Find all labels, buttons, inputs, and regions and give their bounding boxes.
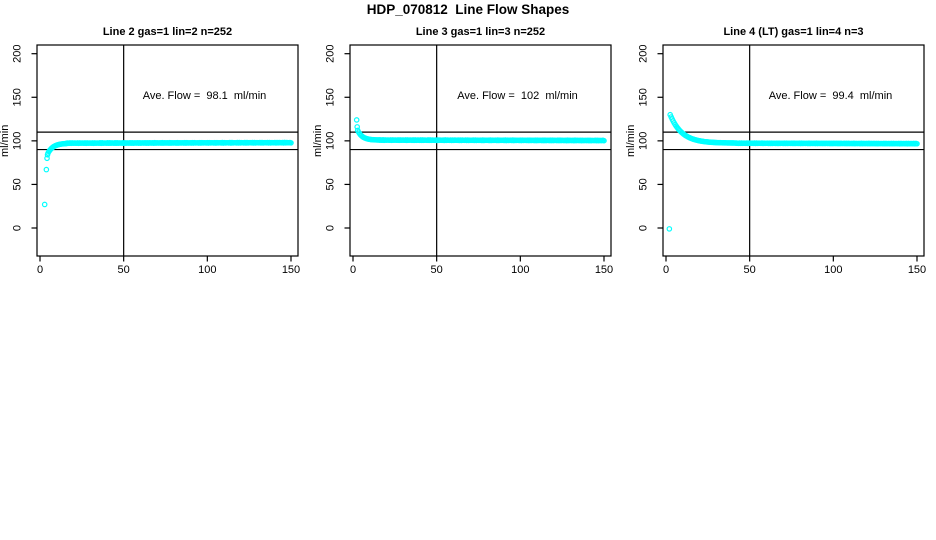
- y-tick-label: 200: [325, 45, 337, 63]
- y-tick-label: 200: [638, 45, 650, 63]
- y-tick-label: 150: [638, 88, 650, 106]
- x-tick-label: 50: [118, 264, 130, 276]
- x-tick-label: 100: [511, 264, 529, 276]
- y-tick-label: 150: [12, 88, 24, 106]
- x-tick-label: 0: [350, 264, 356, 276]
- y-tick-label: 50: [325, 178, 337, 190]
- plot-box: [662, 44, 925, 257]
- figure-title: HDP_070812 Line Flow Shapes: [366, 2, 570, 17]
- data-point: [914, 140, 920, 147]
- data-point: [288, 140, 294, 146]
- panel-line-2: Line 2 gas=1 lin=2 n=252 Ave. Flow = 98.…: [0, 0, 310, 300]
- ave-flow-annotation: Ave. Flow = 99.4 ml/min: [768, 90, 893, 102]
- y-axis-label: ml/min: [626, 125, 637, 157]
- data-point: [43, 166, 50, 173]
- panel-line-3: Line 3 gas=1 lin=3 n=252 Ave. Flow = 102…: [313, 0, 623, 300]
- data-point: [353, 117, 360, 123]
- panel-title: Line 4 (LT) gas=1 lin=4 n=3: [723, 26, 864, 38]
- x-tick-label: 150: [908, 264, 926, 276]
- y-tick-label: 0: [12, 225, 24, 231]
- x-tick-label: 100: [824, 264, 842, 276]
- x-tick-label: 0: [663, 264, 669, 276]
- x-tick-label: 150: [595, 264, 613, 276]
- y-tick-label: 200: [12, 45, 24, 63]
- y-tick-label: 50: [12, 178, 24, 190]
- x-tick-label: 0: [37, 264, 43, 276]
- x-tick-label: 50: [431, 264, 443, 276]
- data-point: [601, 137, 607, 144]
- y-axis-label: ml/min: [313, 125, 324, 157]
- x-tick-label: 150: [282, 264, 300, 276]
- x-tick-label: 50: [744, 264, 756, 276]
- y-axis-label: ml/min: [0, 125, 11, 157]
- data-point: [354, 124, 360, 130]
- plot-box: [36, 44, 299, 257]
- y-tick-label: 100: [325, 132, 337, 150]
- data-point: [666, 226, 673, 232]
- ave-flow-annotation: Ave. Flow = 102 ml/min: [457, 90, 578, 102]
- y-tick-label: 50: [638, 178, 650, 190]
- plot-area: 0 50 100 150 0 50 100 150 200 ml/min: [626, 44, 926, 276]
- y-tick-label: 150: [325, 88, 337, 106]
- data-point: [44, 155, 50, 162]
- y-tick-label: 100: [638, 132, 650, 150]
- x-tick-label: 100: [198, 264, 216, 276]
- y-tick-label: 100: [12, 132, 24, 150]
- y-tick-label: 0: [638, 225, 650, 231]
- plot-area: 0 50 100 150 0 50 100 150 200 ml/min: [0, 44, 300, 276]
- panel-line-4: Line 4 (LT) gas=1 lin=4 n=3 Ave. Flow = …: [626, 0, 936, 300]
- panel-title: Line 2 gas=1 lin=2 n=252: [102, 26, 233, 38]
- panel-title: Line 3 gas=1 lin=3 n=252: [415, 26, 546, 38]
- data-point: [41, 201, 48, 208]
- ave-flow-annotation: Ave. Flow = 98.1 ml/min: [142, 90, 267, 102]
- y-tick-label: 0: [325, 225, 337, 231]
- plot-area: 0 50 100 150 0 50 100 150 200 ml/min: [313, 44, 613, 276]
- plot-box: [349, 44, 612, 257]
